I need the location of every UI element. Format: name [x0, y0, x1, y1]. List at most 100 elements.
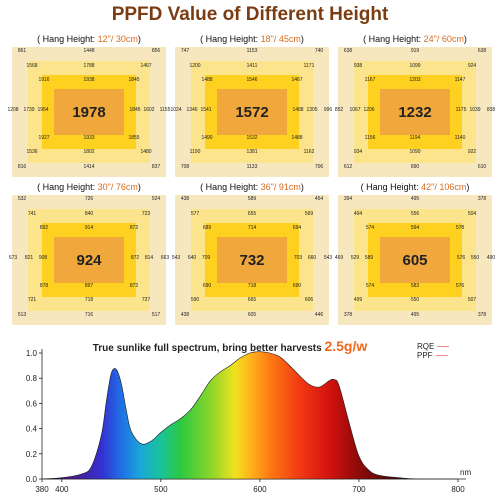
outer-bottom-reading: 438 — [180, 312, 190, 318]
mid-top-reading: 723 — [141, 211, 151, 217]
outer-top-reading: 638 — [343, 48, 353, 54]
outer-bottom-reading: 706 — [314, 164, 324, 170]
inner-left-reading: 1206 — [363, 107, 375, 113]
y-tick-label: 0.4 — [26, 425, 38, 434]
x-tick-label: 500 — [154, 485, 168, 494]
ppfd-grid: 747 1153 740 708 1133 706 1024 996 1200 1411 1171 1… — [170, 47, 332, 177]
inner-top-reading: 1916 — [38, 77, 50, 83]
tagline-text: True sunlike full spectrum, bring better… — [92, 343, 322, 354]
inner-bottom-reading: 1490 — [201, 135, 213, 141]
outer-top-reading: 638 — [477, 48, 487, 54]
y-tick-label: 0.0 — [26, 475, 38, 484]
legend-item-ppf: PPF — [417, 351, 449, 360]
mid-left-reading: 1346 — [186, 107, 198, 113]
outer-top-reading: 726 — [84, 196, 94, 202]
mid-bottom-reading: 665 — [247, 297, 257, 303]
center-ppfd-value: 1572 — [235, 103, 269, 121]
panel-title-suffix: ) — [300, 182, 304, 192]
panel-title-prefix: ( Hang Height: — [200, 34, 261, 44]
mid-bottom-reading: 1190 — [189, 149, 201, 155]
outer-top-reading: 747 — [180, 48, 190, 54]
ring-core — [380, 89, 450, 135]
x-tick-label: 380 — [35, 485, 49, 494]
inner-bottom-reading: 1488 — [291, 135, 303, 141]
mid-bottom-reading: 1536 — [26, 149, 38, 155]
outer-bottom-reading: 605 — [247, 312, 257, 318]
panel-title: ( Hang Height: 30"/ 76cm) — [9, 181, 169, 194]
mid-bottom-reading: 721 — [27, 297, 37, 303]
inner-top-reading: 689 — [202, 225, 212, 231]
center-ppfd-value: 605 — [402, 251, 428, 269]
inner-top-reading: 914 — [84, 225, 94, 231]
inner-right-reading: 1845 — [129, 107, 141, 113]
ppfd-panel: ( Hang Height: 36"/ 91cm) 438 589 454 438 605… — [172, 181, 332, 329]
ppfd-panel: ( Hang Height: 12"/ 30cm) 861 1448 856 816 14… — [7, 33, 170, 181]
mid-right-reading: 1039 — [469, 107, 481, 113]
inner-top-reading: 574 — [365, 225, 375, 231]
inner-bottom-reading: 718 — [247, 283, 257, 289]
mid-left-reading: 640 — [187, 255, 197, 261]
outer-bottom-reading: 1133 — [246, 164, 258, 170]
legend-label-ppf: PPF — [417, 351, 433, 360]
panel-title-suffix: ) — [463, 34, 467, 44]
mid-top-reading: 741 — [27, 211, 37, 217]
outer-left-reading: 1024 — [170, 107, 182, 113]
mid-top-reading: 569 — [304, 211, 314, 217]
mid-bottom-reading: 1802 — [83, 149, 95, 155]
outer-top-reading: 1448 — [83, 48, 95, 54]
inner-bottom-reading: 1927 — [38, 135, 50, 141]
mid-left-reading: 1067 — [349, 107, 361, 113]
x-tick-label: 400 — [55, 485, 69, 494]
inner-right-reading: 703 — [293, 255, 303, 261]
inner-top-reading: 1203 — [409, 77, 421, 83]
outer-top-reading: 532 — [17, 196, 27, 202]
inner-bottom-reading: 897 — [84, 283, 94, 289]
panel-title: ( Hang Height: 24"/ 60cm) — [335, 33, 495, 46]
ppfd-grid: 861 1448 856 816 1414 837 1208 1155 1568 1788 1467… — [7, 47, 170, 177]
mid-left-reading: 529 — [350, 255, 360, 261]
panel-title: ( Hang Height: 36"/ 91cm) — [172, 181, 332, 194]
x-tick-label: 700 — [352, 485, 366, 494]
outer-right-reading: 490 — [486, 255, 496, 261]
x-tick-label: 800 — [451, 485, 465, 494]
inner-top-reading: 1938 — [83, 77, 95, 83]
mid-top-reading: 1411 — [246, 63, 258, 69]
inner-bottom-reading: 1532 — [246, 135, 258, 141]
outer-right-reading: 543 — [323, 255, 333, 261]
mid-bottom-reading: 922 — [467, 149, 477, 155]
outer-top-reading: 495 — [410, 196, 420, 202]
outer-right-reading: 996 — [323, 107, 333, 113]
mid-top-reading: 655 — [247, 211, 257, 217]
inner-bottom-reading: 583 — [410, 283, 420, 289]
outer-bottom-reading: 708 — [180, 164, 190, 170]
mid-top-reading: 840 — [84, 211, 94, 217]
outer-bottom-reading: 495 — [410, 312, 420, 318]
panel-title: ( Hang Height: 18"/ 45cm) — [172, 33, 332, 46]
ppfd-panel: ( Hang Height: 30"/ 76cm) 532 726 524 513 716… — [9, 181, 169, 329]
mid-bottom-reading: 1480 — [140, 149, 152, 155]
outer-top-reading: 394 — [343, 196, 353, 202]
mid-right-reading: 1602 — [143, 107, 155, 113]
center-ppfd-value: 1232 — [398, 103, 432, 121]
outer-top-reading: 378 — [477, 196, 487, 202]
inner-bottom-reading: 576 — [455, 283, 465, 289]
ring-core — [54, 237, 124, 283]
y-tick-label: 0.2 — [26, 450, 38, 459]
center-ppfd-value: 1978 — [72, 103, 106, 121]
outer-bottom-reading: 378 — [343, 312, 353, 318]
outer-bottom-reading: 517 — [151, 312, 161, 318]
outer-top-reading: 1153 — [246, 48, 258, 54]
panel-title-prefix: ( Hang Height: — [360, 182, 422, 192]
inner-left-reading: 908 — [38, 255, 48, 261]
y-tick-label: 0.8 — [26, 374, 38, 383]
panel-title-prefix: ( Hang Height: — [37, 182, 98, 192]
outer-top-reading: 740 — [314, 48, 324, 54]
outer-bottom-reading: 837 — [151, 164, 161, 170]
mid-bottom-reading: 1162 — [303, 149, 315, 155]
inner-bottom-reading: 872 — [129, 283, 139, 289]
legend-item-rqe: RQE — [417, 342, 450, 351]
outer-top-reading: 919 — [410, 48, 420, 54]
inner-right-reading: 576 — [456, 255, 466, 261]
ppfd-grid: 438 589 454 438 605 446 543 543 577 655 569 590 665 6… — [172, 195, 332, 325]
inner-bottom-reading: 1140 — [454, 135, 466, 141]
